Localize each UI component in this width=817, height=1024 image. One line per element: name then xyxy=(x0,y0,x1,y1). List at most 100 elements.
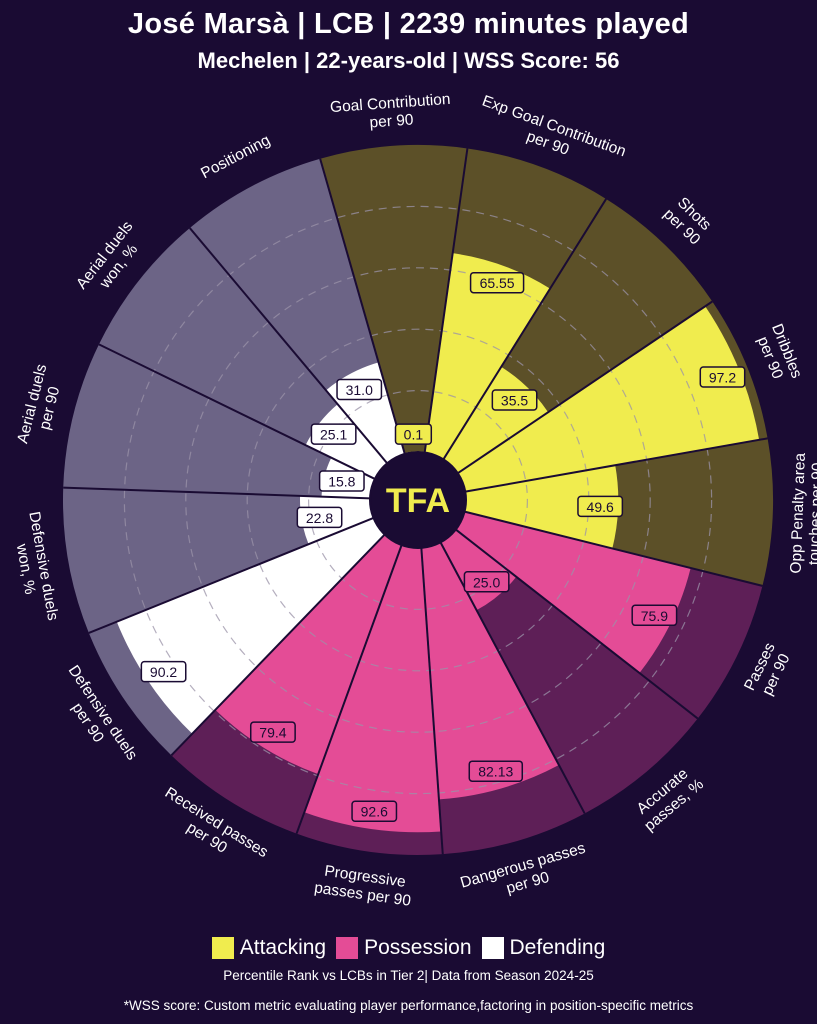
value-label-box xyxy=(394,423,433,445)
value-label-text: 0.1 xyxy=(404,427,424,443)
legend-swatch-possession xyxy=(336,937,359,959)
category-label-line: Opp Penalty area xyxy=(788,452,809,574)
category-label-line: per 90 xyxy=(369,111,414,131)
divider-line xyxy=(63,486,371,500)
value-label-box xyxy=(463,571,510,593)
divider-line xyxy=(88,517,374,634)
value-label-dangerous-passes-per-90: 82.13 xyxy=(468,760,524,782)
divider-line xyxy=(420,547,444,855)
value-label-opp-penalty-area-touches-per-90: 49.6 xyxy=(577,495,624,518)
grid-ring-60 xyxy=(185,267,651,733)
category-label-line: touches per 90 xyxy=(806,462,817,565)
category-label-goal-contribution-per-90: Goal Contributionper 90 xyxy=(330,91,453,134)
divider-line xyxy=(170,533,386,757)
value-label-text: 25.0 xyxy=(473,574,500,590)
wedge-bg-defensive-duels-won xyxy=(62,487,374,633)
value-label-dribbles-per-90: 97.2 xyxy=(699,366,746,388)
value-label-shots-per-90: 35.5 xyxy=(491,389,538,411)
value-label-text: 65.55 xyxy=(480,275,515,291)
value-label-text: 79.4 xyxy=(259,725,286,741)
value-label-text: 31.0 xyxy=(346,382,373,398)
grid-ring-80 xyxy=(123,205,713,795)
category-label-progressive-passes-per-90: Progressivepasses per 90 xyxy=(313,862,415,910)
value-labels: 0.1 65.55 35.5 97.2 49.6 75.9 25.0 82.13 92.6 79.… xyxy=(140,271,746,822)
value-label-defensive-duels-won: 22.8 xyxy=(296,506,343,529)
category-label-passes-per-90: Passesper 90 xyxy=(741,640,795,701)
bar-opp-penalty-area-touches-per-90 xyxy=(464,465,619,549)
value-label-box xyxy=(336,378,383,401)
wedge-dividers xyxy=(63,148,768,855)
value-label-aerial-duels-per-90: 15.8 xyxy=(318,470,365,492)
value-label-box xyxy=(249,721,296,743)
wedge-bg-aerial-duels-won xyxy=(98,228,388,479)
value-label-text: 15.8 xyxy=(328,474,355,490)
value-label-progressive-passes-per-90: 92.6 xyxy=(351,800,398,822)
divider-line xyxy=(455,528,699,720)
chart-title: José Marsà | LCB | 2239 minutes played xyxy=(127,8,690,40)
footer-note: Percentile Rank vs LCBs in Tier 2| Data … xyxy=(223,968,594,983)
category-label-line: Positioning xyxy=(198,132,273,183)
bar-exp-goal-contribution-per-90 xyxy=(424,253,551,460)
legend-swatch-defending xyxy=(481,937,504,959)
tfa-logo: TFA xyxy=(386,482,450,520)
value-label-box xyxy=(631,604,678,627)
category-label-opp-penalty-area-touches-per-90: Opp Penalty areatouches per 90 xyxy=(788,452,817,574)
value-label-box xyxy=(699,366,746,388)
value-label-accurate-passes: 25.0 xyxy=(463,571,510,593)
value-label-box xyxy=(469,271,525,294)
bar-received-passes-per-90 xyxy=(215,534,402,775)
value-label-exp-goal-contribution-per-90: 65.55 xyxy=(469,271,525,294)
bar-passes-per-90 xyxy=(455,511,691,674)
value-label-aerial-duels-won: 25.1 xyxy=(310,423,357,445)
legend: Attacking Possession Defending xyxy=(0,936,817,960)
value-label-box xyxy=(140,660,187,683)
wss-note: *WSS score: Custom metric evaluating pla… xyxy=(123,998,694,1013)
bar-dangerous-passes-per-90 xyxy=(421,542,559,800)
category-label-dribbles-per-90: Dribblesper 90 xyxy=(751,322,805,388)
legend-label-defending: Defending xyxy=(509,936,606,959)
bar-dribbles-per-90 xyxy=(457,306,760,492)
wedge-bg-goal-contribution-per-90 xyxy=(320,144,468,454)
category-label-positioning: Positioning xyxy=(198,132,273,183)
legend-label-attacking: Attacking xyxy=(239,936,327,959)
value-label-text: 75.9 xyxy=(641,608,668,624)
chart-subtitle: Mechelen | 22-years-old | WSS Score: 56 xyxy=(197,48,620,73)
value-label-box xyxy=(318,470,365,492)
value-label-text: 90.2 xyxy=(150,664,177,680)
legend-swatch-attacking xyxy=(211,937,234,959)
value-label-text: 82.13 xyxy=(478,764,513,780)
value-label-text: 97.2 xyxy=(709,369,736,385)
category-label-shots-per-90: Shotsper 90 xyxy=(660,193,716,249)
value-label-box xyxy=(468,760,524,782)
category-label-dangerous-passes-per-90: Dangerous passesper 90 xyxy=(458,840,592,909)
value-label-defensive-duels-per-90: 90.2 xyxy=(140,660,187,683)
value-label-positioning: 31.0 xyxy=(336,378,383,401)
grid-ring-20 xyxy=(308,390,529,611)
value-label-box xyxy=(491,389,538,411)
category-label-aerial-duels-per-90: Aerial duelsper 90 xyxy=(14,362,68,449)
value-label-passes-per-90: 75.9 xyxy=(631,604,678,627)
category-label-defensive-duels-won: Defensive duelswon, % xyxy=(8,510,62,625)
legend-item-possession: Possession xyxy=(336,936,472,960)
value-label-goal-contribution-per-90: 0.1 xyxy=(394,423,433,445)
value-label-text: 49.6 xyxy=(587,499,614,515)
value-label-box xyxy=(351,800,398,822)
value-label-received-passes-per-90: 79.4 xyxy=(249,721,296,743)
value-label-box xyxy=(296,506,343,529)
divider-line xyxy=(465,437,768,493)
value-label-text: 35.5 xyxy=(501,393,528,409)
value-label-text: 22.8 xyxy=(306,510,333,526)
legend-label-possession: Possession xyxy=(364,936,472,959)
divider-line xyxy=(423,148,469,453)
divider-line xyxy=(319,158,406,455)
wedge-bg-accurate-passes xyxy=(440,529,698,814)
divider-line xyxy=(464,510,763,587)
wedge-bars xyxy=(116,253,760,833)
center-hub xyxy=(369,451,467,549)
value-label-text: 25.1 xyxy=(320,427,347,443)
bar-progressive-passes-per-90 xyxy=(304,545,442,833)
divider-line xyxy=(457,300,713,474)
wedge-bg-aerial-duels-per-90 xyxy=(63,344,375,499)
divider-line xyxy=(442,198,607,460)
